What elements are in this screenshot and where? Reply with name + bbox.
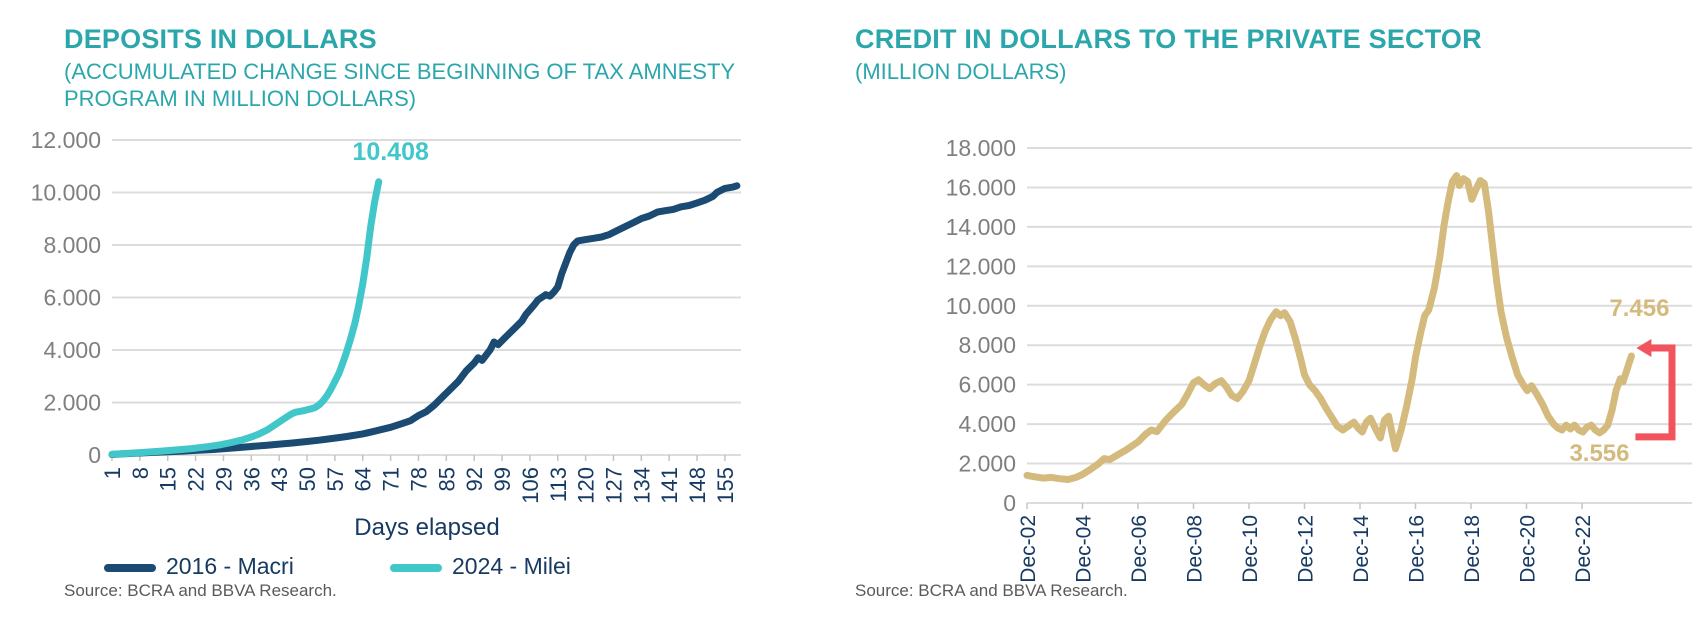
deposits-subtitle-line2: PROGRAM IN MILLION DOLLARS) — [64, 86, 417, 111]
deposits-chart-title: DEPOSITS IN DOLLARS — [64, 24, 377, 54]
svg-text:8: 8 — [128, 467, 153, 479]
svg-text:29: 29 — [211, 467, 236, 491]
svg-text:Dec-18: Dec-18 — [1461, 515, 1484, 583]
svg-text:7.456: 7.456 — [1609, 295, 1669, 322]
svg-text:10.000: 10.000 — [31, 180, 101, 206]
credit-chart-subtitle: (MILLION DOLLARS) — [855, 59, 1067, 84]
svg-text:36: 36 — [239, 467, 264, 491]
credit-line-plot: 0 2.000 4.000 6.000 8.000 10.000 12.000 14.000 1… — [946, 135, 1692, 583]
svg-text:Dec-02: Dec-02 — [1017, 515, 1040, 583]
deposits-source: Source: BCRA and BBVA Research. — [64, 581, 337, 600]
deposits-x-axis-title: Days elapsed — [354, 514, 500, 541]
svg-text:6.000: 6.000 — [958, 372, 1016, 398]
deposits-line-plot: 0 2.000 4.000 6.000 8.000 10.000 12.000 1 8 15 22 2… — [31, 127, 741, 504]
svg-text:4.000: 4.000 — [43, 337, 101, 363]
svg-text:12.000: 12.000 — [31, 127, 101, 153]
svg-text:134: 134 — [629, 467, 654, 504]
svg-text:8.000: 8.000 — [958, 332, 1016, 358]
deposits-subtitle-line1: (ACCUMULATED CHANGE SINCE BEGINNING OF T… — [64, 59, 736, 84]
svg-text:2.000: 2.000 — [958, 451, 1016, 477]
svg-text:14.000: 14.000 — [946, 214, 1016, 240]
svg-text:8.000: 8.000 — [43, 232, 101, 258]
svg-text:106: 106 — [518, 467, 543, 504]
svg-text:Dec-22: Dec-22 — [1572, 515, 1595, 583]
svg-text:10.408: 10.408 — [352, 138, 429, 166]
svg-text:0: 0 — [1003, 490, 1016, 516]
svg-text:85: 85 — [434, 467, 459, 491]
svg-text:57: 57 — [323, 467, 348, 491]
svg-text:Dec-12: Dec-12 — [1295, 515, 1318, 583]
svg-text:Dec-14: Dec-14 — [1350, 515, 1373, 583]
svg-text:3.556: 3.556 — [1569, 440, 1629, 467]
svg-text:64: 64 — [351, 467, 376, 491]
credit-chart-title: CREDIT IN DOLLARS TO THE PRIVATE SECTOR — [855, 24, 1482, 54]
svg-text:15: 15 — [156, 467, 181, 491]
svg-text:99: 99 — [490, 467, 515, 491]
svg-text:22: 22 — [184, 467, 209, 491]
svg-text:1: 1 — [100, 467, 125, 479]
svg-text:120: 120 — [574, 467, 599, 504]
svg-text:4.000: 4.000 — [958, 411, 1016, 437]
svg-text:78: 78 — [406, 467, 431, 491]
svg-text:127: 127 — [601, 467, 626, 504]
svg-text:16.000: 16.000 — [946, 174, 1016, 200]
svg-text:71: 71 — [379, 467, 404, 491]
svg-text:Dec-16: Dec-16 — [1406, 515, 1429, 583]
svg-text:50: 50 — [295, 467, 320, 491]
svg-text:Dec-20: Dec-20 — [1517, 515, 1540, 583]
svg-text:Dec-04: Dec-04 — [1073, 515, 1096, 583]
svg-text:10.000: 10.000 — [946, 293, 1016, 319]
legend-swatch-macri — [104, 564, 156, 572]
svg-text:148: 148 — [685, 467, 710, 504]
svg-text:Dec-10: Dec-10 — [1239, 515, 1262, 583]
svg-text:12.000: 12.000 — [946, 253, 1016, 279]
deposits-chart-subtitle: (ACCUMULATED CHANGE SINCE BEGINNING OF T… — [64, 58, 735, 112]
svg-text:2.000: 2.000 — [43, 390, 101, 416]
svg-text:6.000: 6.000 — [43, 285, 101, 311]
legend-swatch-milei — [390, 564, 442, 572]
svg-text:113: 113 — [546, 467, 571, 502]
svg-text:141: 141 — [657, 467, 682, 504]
svg-text:43: 43 — [267, 467, 292, 491]
legend-label-milei: 2024 - Milei — [452, 553, 571, 579]
svg-text:92: 92 — [462, 467, 487, 491]
svg-text:Dec-08: Dec-08 — [1184, 515, 1207, 583]
svg-text:155: 155 — [713, 467, 738, 504]
svg-text:0: 0 — [88, 442, 101, 468]
credit-source: Source: BCRA and BBVA Research. — [855, 581, 1128, 600]
svg-text:Dec-06: Dec-06 — [1128, 515, 1151, 583]
legend-label-macri: 2016 - Macri — [166, 553, 294, 579]
svg-text:18.000: 18.000 — [946, 135, 1016, 161]
